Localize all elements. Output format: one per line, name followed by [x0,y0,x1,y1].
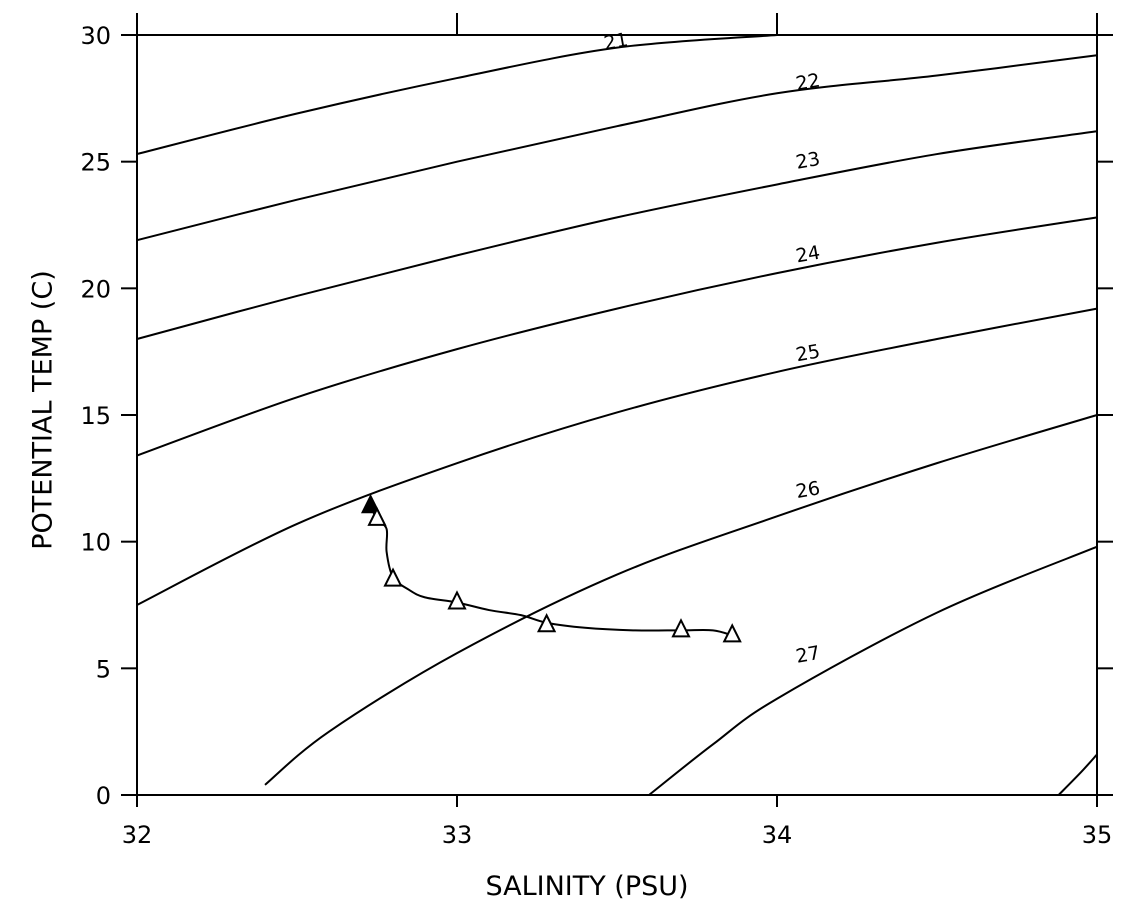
tick-layer: 32 33 34 35 0 5 10 15 20 25 30 [80,13,1113,849]
plot-frame [136,34,1098,796]
isopycnal-label: 23 [794,148,822,174]
isopycnal-line [264,414,1098,786]
depth-marker [536,613,557,633]
x-axis-title: SALINITY (PSU) [485,871,688,902]
x-tick-label: 34 [762,821,793,849]
isopycnal-label: 24 [794,242,822,268]
y-tick-label: 0 [96,782,111,810]
isopycnal-line [136,34,778,156]
isopycnal-label: 25 [794,340,822,366]
y-axis-title: POTENTIAL TEMP (C) [28,270,59,549]
isopycnal-line [648,545,1098,796]
depth-marker [671,618,691,638]
depth-marker [722,623,742,643]
isopycnal-label: 27 [794,642,822,668]
ts-profile-line [369,505,733,637]
isopycnal-line [136,307,1098,606]
x-tick-label: 33 [442,821,473,849]
x-tick-label: 32 [122,821,153,849]
isopycnal-label: 22 [794,69,822,95]
surface-marker-filled [360,493,381,514]
y-tick-label: 20 [80,275,111,303]
isopycnal-line [136,130,1098,340]
y-tick-label: 30 [80,22,111,50]
isopycnal-line [1057,753,1098,796]
x-tick-label: 35 [1082,821,1113,849]
y-tick-label: 10 [80,529,111,557]
isopycnal-line [136,216,1098,457]
y-tick-label: 25 [80,149,111,177]
isopycnal-line [136,54,1098,242]
y-tick-label: 15 [80,402,111,430]
depth-marker [383,567,403,587]
isopycnal-label: 21 [602,29,630,55]
depth-marker [367,506,387,526]
profile-layer [360,493,742,643]
isopycnal-layer: 21 22 23 24 25 26 27 [136,29,1098,796]
y-tick-label: 5 [96,655,111,683]
depth-marker [447,590,467,610]
isopycnal-label: 26 [794,477,822,503]
